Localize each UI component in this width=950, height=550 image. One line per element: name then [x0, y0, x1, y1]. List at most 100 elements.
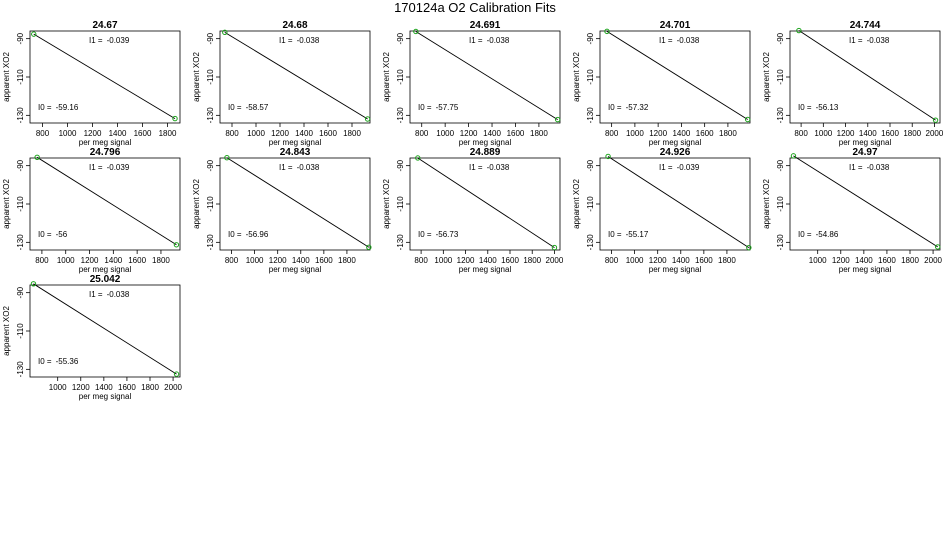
i1-value: -0.038 — [297, 163, 320, 172]
x-axis-label: per meg signal — [839, 138, 892, 147]
fit-line — [36, 156, 177, 246]
x-tick-label: 1200 — [649, 256, 667, 265]
calibration-point — [31, 31, 37, 37]
i0-annotation: I0 = -56.73 — [418, 230, 459, 239]
plot-frame — [29, 157, 181, 251]
chart-panel: 24.889 800 1000 1200 1400 1600 1800 2000 -90 -110… — [382, 147, 564, 274]
i0-annotation: I0 = -58.57 — [228, 103, 269, 112]
x-tick-label: 1600 — [128, 256, 146, 265]
y-tick-label: -130 — [396, 107, 405, 124]
y-tick-label: -110 — [16, 69, 25, 85]
y-tick-label: -130 — [16, 361, 25, 378]
x-tick-label: 1400 — [292, 256, 310, 265]
i1-annotation: I1 = -0.038 — [279, 36, 320, 45]
fit-line — [798, 30, 936, 121]
y-tick-label: -90 — [586, 159, 595, 171]
x-tick-label: 1800 — [901, 256, 919, 265]
calibration-point — [366, 244, 372, 250]
i1-value: -0.039 — [677, 163, 700, 172]
calibration-point — [30, 281, 37, 287]
fit-line — [607, 156, 750, 249]
y-tick-label: -90 — [206, 32, 215, 44]
i1-value: -0.038 — [867, 36, 890, 45]
i1-value: -0.038 — [487, 36, 510, 45]
panel-title: 24.97 — [852, 147, 877, 158]
panel-title: 24.701 — [660, 20, 691, 31]
i1-value: -0.038 — [297, 36, 320, 45]
i0-annotation: I0 = -54.86 — [798, 230, 839, 239]
i0-label: I0 = — [608, 103, 622, 112]
i1-annotation: I1 = -0.038 — [849, 163, 890, 172]
panel-title: 24.843 — [280, 147, 311, 158]
panel-title: 24.889 — [470, 147, 501, 158]
chart-panel: 25.042 1000 1200 1400 1600 1800 2000 -90 -110 -13… — [2, 274, 183, 401]
i0-annotation: I0 = -55.36 — [38, 357, 79, 366]
chart-panel: 24.68 800 1000 1200 1400 1600 1800 -90 -110 -130 p… — [192, 20, 371, 147]
i0-value: -55.17 — [626, 230, 649, 239]
x-axis-label: per meg signal — [79, 392, 132, 401]
i0-value: -55.36 — [56, 357, 79, 366]
panel-title: 24.68 — [282, 20, 307, 31]
calibration-point — [790, 153, 797, 159]
i1-label: I1 = — [469, 36, 483, 45]
chart-panel: 24.97 1000 1200 1400 1600 1800 2000 -90 -110 -130… — [762, 147, 943, 274]
calibration-point — [222, 29, 228, 36]
y-tick-label: -130 — [206, 234, 215, 251]
calibration-point — [551, 244, 558, 251]
calibration-point — [746, 244, 752, 251]
i1-value: -0.039 — [107, 36, 130, 45]
chart-panel: 24.67 800 1000 1200 1400 1600 1800 -90 -110 -130 p… — [2, 20, 181, 147]
y-axis-label: apparent XO2 — [192, 179, 201, 229]
fit-line — [224, 31, 368, 120]
chart-panel: 24.691 800 1000 1200 1400 1600 1800 -90 -110 -130… — [382, 20, 561, 147]
y-axis-label: apparent XO2 — [762, 52, 771, 102]
x-tick-label: 2000 — [546, 256, 564, 265]
page-title: 170124a O2 Calibration Fits — [394, 0, 556, 15]
chart-panel: 24.744 800 1000 1200 1400 1600 1800 2000 -90 -110… — [762, 20, 944, 147]
i0-annotation: I0 = -55.17 — [608, 230, 649, 239]
plot-frame — [29, 284, 181, 378]
i1-label: I1 = — [89, 290, 103, 299]
plot-frame — [219, 30, 371, 124]
x-tick-label: 1000 — [59, 129, 77, 138]
calibration-point — [796, 27, 802, 34]
x-tick-label: 800 — [415, 129, 429, 138]
i1-value: -0.038 — [487, 163, 510, 172]
x-tick-label: 1000 — [814, 129, 832, 138]
x-tick-label: 1600 — [315, 256, 333, 265]
x-tick-label: 1000 — [436, 129, 454, 138]
i1-annotation: I1 = -0.038 — [659, 36, 700, 45]
chart-panel: 24.926 800 1000 1200 1400 1600 1800 -90 -110 -130… — [572, 147, 752, 274]
x-tick-label: 1400 — [95, 383, 113, 392]
y-tick-label: -130 — [776, 107, 785, 124]
i0-value: -58.57 — [246, 103, 269, 112]
x-tick-label: 1200 — [271, 129, 289, 138]
x-tick-label: 1200 — [837, 129, 855, 138]
x-axis-label: per meg signal — [269, 265, 322, 274]
x-axis-label: per meg signal — [79, 265, 132, 274]
x-tick-label: 1800 — [719, 129, 737, 138]
x-tick-label: 1000 — [57, 256, 75, 265]
i0-label: I0 = — [798, 230, 812, 239]
x-tick-label: 1000 — [49, 383, 67, 392]
y-axis-label: apparent XO2 — [382, 52, 391, 102]
i1-value: -0.039 — [107, 163, 130, 172]
i1-annotation: I1 = -0.038 — [279, 163, 320, 172]
y-tick-label: -110 — [206, 69, 215, 85]
x-tick-label: 1800 — [159, 129, 177, 138]
y-tick-label: -110 — [16, 323, 25, 339]
x-tick-label: 2000 — [926, 129, 944, 138]
x-tick-label: 1600 — [501, 256, 519, 265]
calibration-point — [605, 153, 611, 160]
y-tick-label: -90 — [396, 159, 405, 171]
i1-label: I1 = — [89, 163, 103, 172]
i1-label: I1 = — [849, 36, 863, 45]
fit-line — [226, 157, 370, 248]
x-tick-label: 1800 — [343, 129, 361, 138]
x-tick-label: 1600 — [881, 129, 899, 138]
i1-label: I1 = — [659, 163, 673, 172]
x-tick-label: 800 — [605, 129, 619, 138]
i1-annotation: I1 = -0.038 — [469, 36, 510, 45]
x-tick-label: 1200 — [457, 256, 475, 265]
x-axis-label: per meg signal — [269, 138, 322, 147]
